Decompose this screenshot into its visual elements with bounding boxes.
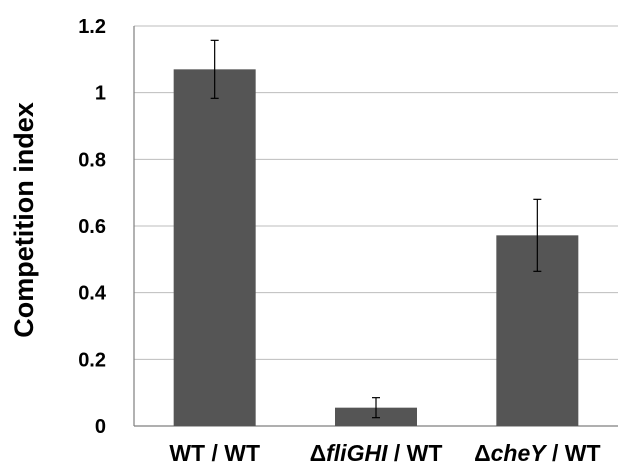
y-axis-label: Competition index <box>9 102 39 338</box>
x-tick-label-prefix: Δ <box>310 440 327 466</box>
x-tick-label: ΔcheY / WT <box>474 440 600 466</box>
y-tick-label: 0 <box>95 416 106 438</box>
error-bars <box>210 39 542 419</box>
y-tick-label: 0.8 <box>78 149 106 171</box>
x-tick-label-prefix: Δ <box>474 440 491 466</box>
y-tick-label: 1.2 <box>78 16 106 38</box>
y-tick-label: 0.2 <box>78 349 106 371</box>
y-tick-label: 0.4 <box>78 283 107 305</box>
y-tick-label: 1 <box>95 83 106 105</box>
bar <box>173 69 256 426</box>
x-tick-label: ΔfliGHI / WT <box>310 440 443 466</box>
x-tick-label-suffix: / WT <box>387 440 442 466</box>
x-tick-label-suffix: WT / WT <box>169 440 260 466</box>
y-tick-label: 0.6 <box>78 216 106 238</box>
x-tick-label-italic: fliGHI <box>326 440 388 466</box>
bars <box>173 69 579 426</box>
y-tick-labels: 0 0.2 0.4 0.6 0.8 1 1.2 <box>78 16 107 438</box>
x-tick-label: WT / WT <box>169 440 260 466</box>
x-tick-label-italic: cheY <box>491 440 549 466</box>
category-labels: WT / WT ΔfliGHI / WT ΔcheY / WT <box>169 440 600 466</box>
x-tick-label-suffix: / WT <box>546 440 601 466</box>
